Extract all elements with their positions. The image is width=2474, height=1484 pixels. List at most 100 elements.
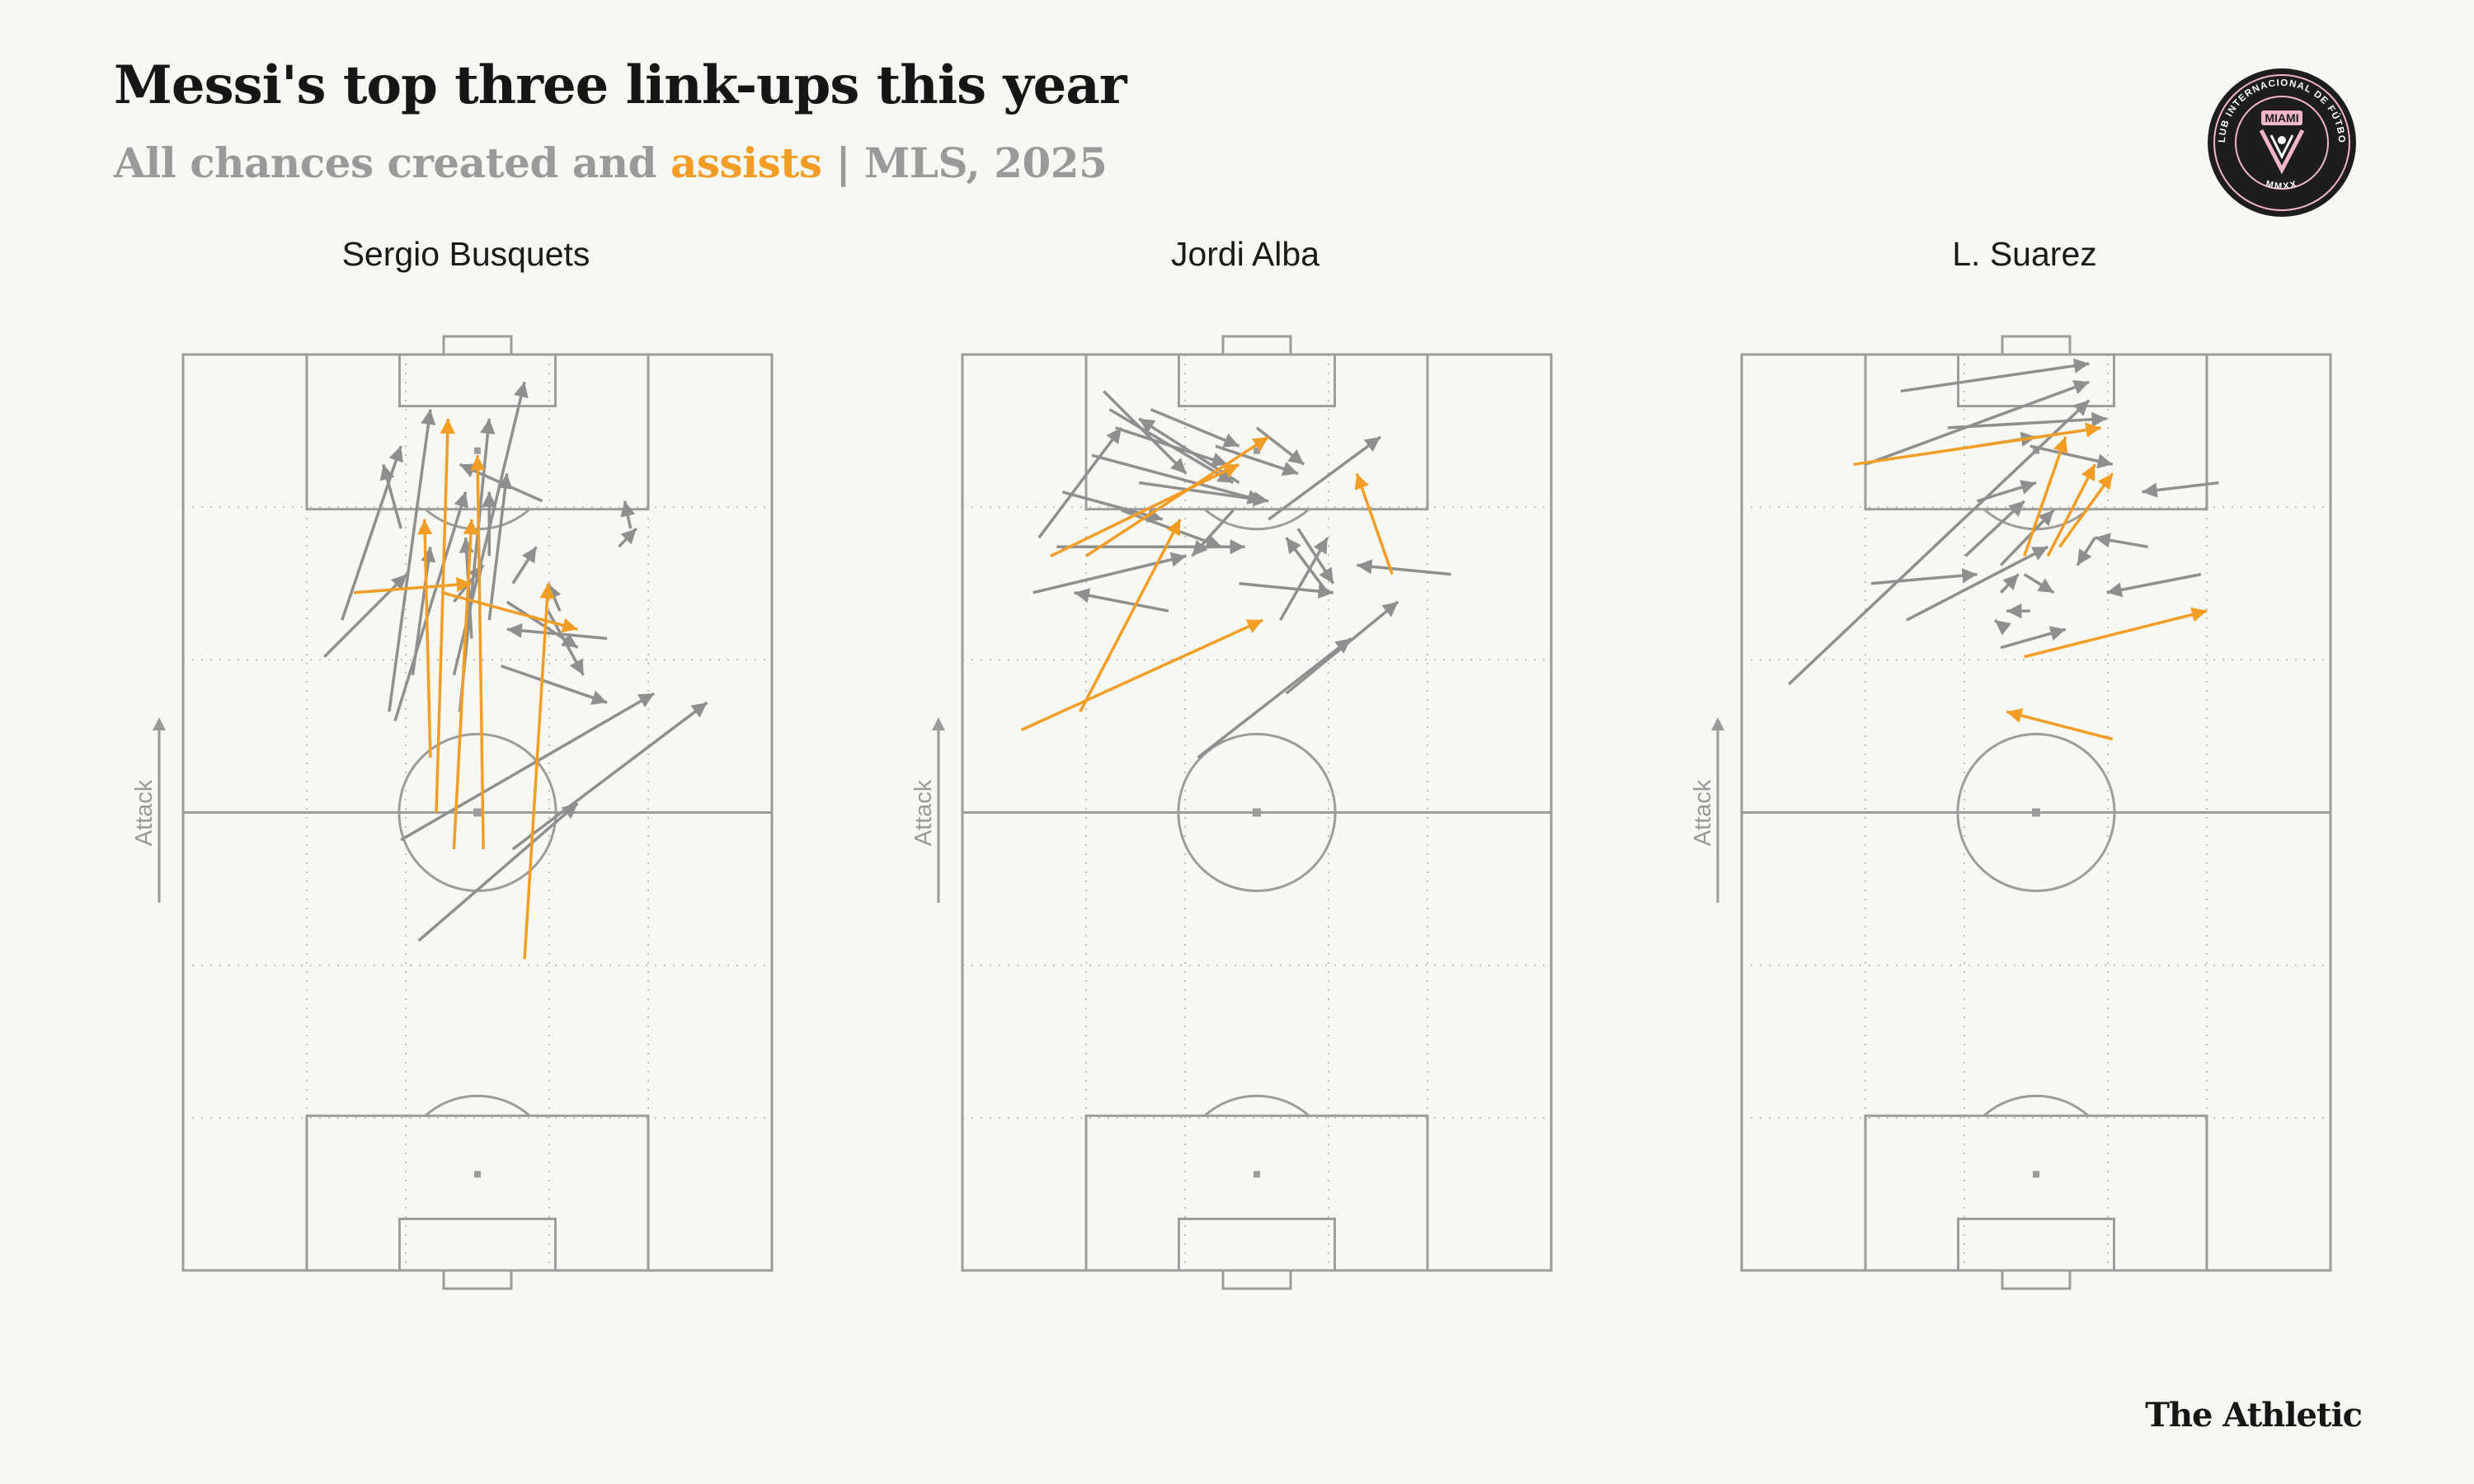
chance-arrow xyxy=(1964,500,2025,557)
penalty-area-bottom xyxy=(305,1114,650,1272)
penalty-arc-bottom xyxy=(1982,1094,2090,1117)
assist-arrow xyxy=(1354,472,1394,575)
chance-arrow xyxy=(2023,573,2055,594)
attack-label: Attack xyxy=(910,779,937,846)
chance-arrow xyxy=(1279,537,1329,622)
attack-arrow-icon xyxy=(1711,717,1724,730)
centre-circle xyxy=(1177,732,1337,893)
chance-arrow xyxy=(379,463,402,529)
logo-top-text: MIAMI xyxy=(2265,111,2298,124)
assist-arrow xyxy=(2024,607,2208,659)
goal-bottom xyxy=(2001,1269,2072,1290)
chance-arrow xyxy=(506,600,579,649)
attack-arrow-icon xyxy=(932,717,945,730)
chance-arrow xyxy=(620,500,636,529)
assist-arrow xyxy=(2058,472,2114,548)
penalty-area-top xyxy=(1864,353,2208,511)
chance-arrow xyxy=(411,547,436,676)
chance-arrow xyxy=(1091,453,1263,505)
svg-text:MMXX: MMXX xyxy=(2265,179,2299,191)
chance-arrow xyxy=(487,473,513,621)
chance-arrow xyxy=(417,802,579,942)
pass-map-panel: L. Suarez Attack xyxy=(1690,235,2332,1290)
chance-arrow xyxy=(1947,411,2107,430)
assist-arrow xyxy=(1020,618,1263,732)
penalty-spot-bottom xyxy=(1253,1171,1260,1178)
goal-top xyxy=(442,335,513,356)
chance-arrow xyxy=(1993,618,2011,636)
chance-arrow xyxy=(1999,573,2020,594)
penalty-area-top xyxy=(1084,353,1429,511)
chance-arrow xyxy=(1787,399,2091,686)
chart-subtitle: All chances created and assists | MLS, 2… xyxy=(114,139,1108,187)
chance-arrow xyxy=(2106,572,2202,598)
chance-arrow xyxy=(1191,509,1235,557)
chance-arrow xyxy=(1999,509,2055,566)
chance-arrow xyxy=(1268,435,1381,521)
chance-arrow xyxy=(1061,490,1164,523)
chance-arrow xyxy=(459,463,543,503)
chance-arrow xyxy=(2142,481,2219,498)
centre-spot xyxy=(1253,808,1261,817)
assist-arrow xyxy=(2023,436,2068,556)
penalty-arc-top xyxy=(1203,508,1310,531)
chance-arrow xyxy=(1977,480,2037,503)
assist-arrow xyxy=(452,519,478,850)
chance-arrow xyxy=(1138,481,1269,507)
assist-arrow xyxy=(2006,708,2114,741)
logo-bottom-text: MMXX xyxy=(2265,179,2298,191)
subtitle-tail: | MLS, 2025 xyxy=(821,139,1108,187)
assist-arrow xyxy=(1050,463,1240,557)
assist-arrow xyxy=(523,583,555,960)
assist-arrow xyxy=(353,577,472,594)
attack-label: Attack xyxy=(131,779,158,846)
assist-arrow xyxy=(441,591,578,633)
chance-arrow xyxy=(1900,358,2090,393)
subtitle-assists-highlight: assists xyxy=(670,139,822,187)
centre-circle xyxy=(1956,732,2116,893)
centre-spot xyxy=(2032,808,2040,817)
pass-map-panel: Jordi Alba Attack xyxy=(910,235,1553,1290)
goal-bottom xyxy=(442,1269,513,1290)
goal-area-bottom xyxy=(398,1217,557,1272)
goal-area-bottom xyxy=(1957,1217,2115,1272)
chance-arrow xyxy=(1215,444,1299,477)
chance-arrow xyxy=(547,583,562,612)
panel-title: Jordi Alba xyxy=(1171,235,1319,273)
chance-arrow xyxy=(1074,588,1169,613)
goal-top xyxy=(2001,335,2072,356)
chance-arrow xyxy=(1285,600,1399,695)
subtitle-main: All chances created and xyxy=(114,139,670,187)
goal-bottom xyxy=(1221,1269,1292,1290)
chance-arrow xyxy=(1906,545,2049,622)
chance-arrow xyxy=(1032,552,1187,594)
chance-arrow xyxy=(1357,559,1451,576)
goal-area-top xyxy=(398,353,557,408)
the-athletic-logo: The Athletic xyxy=(2145,1396,2363,1435)
assist-arrow xyxy=(1853,422,2101,467)
chance-arrow xyxy=(2095,533,2148,549)
chance-arrow xyxy=(393,491,469,721)
penalty-spot-top xyxy=(474,447,481,454)
chance-arrow xyxy=(511,546,538,585)
chart-title: Messi's top three link-ups this year xyxy=(114,54,1127,116)
chance-arrow xyxy=(1865,380,2090,466)
penalty-spot-top xyxy=(1253,447,1260,454)
chance-arrow xyxy=(506,622,608,641)
assist-arrow xyxy=(2046,463,2096,557)
attack-arrow-icon xyxy=(153,717,166,730)
chance-arrow xyxy=(1150,408,1240,448)
chance-arrow xyxy=(400,692,656,842)
chance-arrow xyxy=(500,665,608,705)
penalty-area-bottom xyxy=(1864,1114,2208,1272)
penalty-arc-bottom xyxy=(1203,1094,1310,1117)
goal-top xyxy=(1221,335,1292,356)
chance-arrow xyxy=(388,409,436,712)
chance-arrow xyxy=(511,701,708,851)
assist-arrow xyxy=(417,519,433,758)
chance-arrow xyxy=(1285,537,1329,594)
assist-arrow xyxy=(1084,435,1270,557)
penalty-area-bottom xyxy=(1084,1114,1429,1272)
chance-arrow xyxy=(323,573,408,658)
